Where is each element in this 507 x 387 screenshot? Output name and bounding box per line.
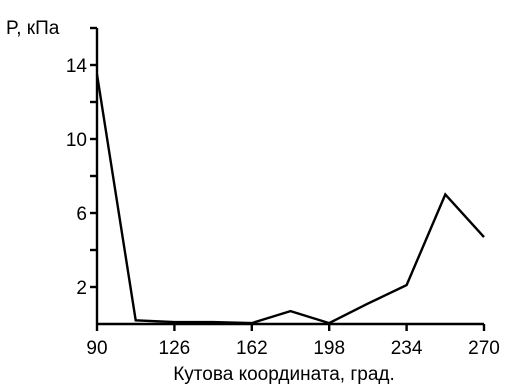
x-tick-label: 234 xyxy=(391,338,423,359)
x-tick-label: 198 xyxy=(313,338,345,359)
x-tick-label: 162 xyxy=(236,338,268,359)
chart-axes xyxy=(95,28,484,326)
x-tick-label: 126 xyxy=(159,338,191,359)
x-tick-label: 270 xyxy=(468,338,500,359)
y-tick-label: 2 xyxy=(76,278,87,299)
y-tick-label: 6 xyxy=(76,204,87,225)
y-tick-label: 14 xyxy=(66,56,88,77)
chart-series xyxy=(95,74,485,325)
x-tick-label: 90 xyxy=(86,338,107,359)
y-tick-label: 10 xyxy=(66,130,87,151)
series-line xyxy=(95,74,485,325)
x-axis-title: Кутова координата, град. xyxy=(173,364,395,385)
y-axis-title: P, кПа xyxy=(6,18,60,39)
chart-ticks: 2 6 10 14 90 126 162 198 234 270 xyxy=(66,26,500,359)
